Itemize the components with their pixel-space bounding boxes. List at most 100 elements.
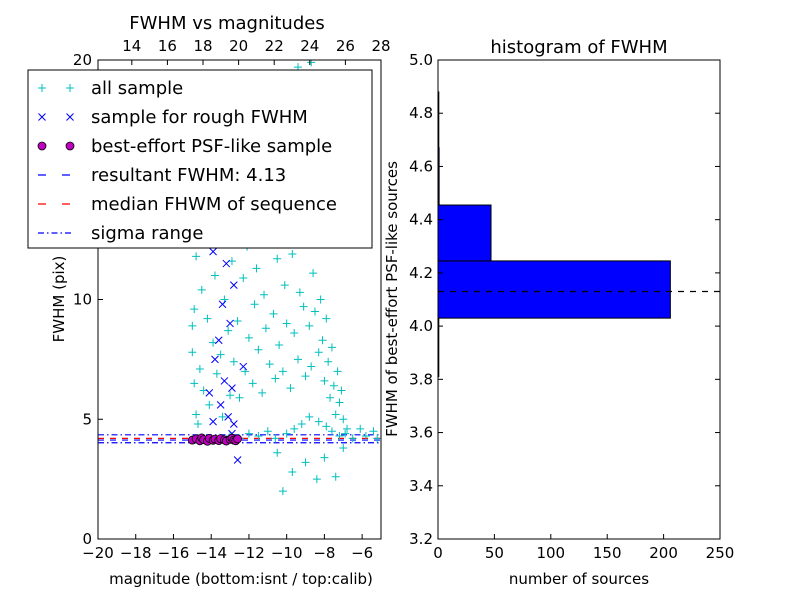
hist-x-tick-label: 0 xyxy=(433,544,443,562)
scatter-chart-title: FWHM vs magnitudes xyxy=(129,13,324,34)
all-sample-point xyxy=(193,420,202,429)
top-x-tick-label: 20 xyxy=(229,37,248,55)
all-sample-point xyxy=(331,472,340,481)
all-sample-point xyxy=(310,307,319,316)
histogram-chart: histogram of FWHM 0 50 100 150 200 250 3.2 3.4 3… xyxy=(383,37,734,588)
legend-marker xyxy=(37,141,47,151)
top-x-tick-label: 24 xyxy=(300,37,319,55)
psf-like-sample-point xyxy=(233,434,243,444)
all-sample-point xyxy=(299,302,308,311)
all-sample-point xyxy=(261,324,270,333)
all-sample-point xyxy=(316,295,325,304)
all-sample-point xyxy=(248,379,257,388)
rough-sample-point xyxy=(229,420,238,428)
all-sample-point xyxy=(322,314,331,323)
all-sample-point xyxy=(271,374,280,383)
all-sample-point xyxy=(286,384,295,393)
all-sample-point xyxy=(188,348,197,357)
all-sample-point xyxy=(327,427,336,436)
all-sample-point xyxy=(229,357,238,366)
all-sample-point xyxy=(280,281,289,290)
hist-x-tick-label: 250 xyxy=(706,544,735,562)
hist-y-tick-label: 3.2 xyxy=(409,530,433,548)
all-sample-point xyxy=(197,285,206,294)
scatter-x-axis-label: magnitude (bottom:isnt / top:calib) xyxy=(109,570,373,588)
all-sample-point xyxy=(327,343,336,352)
histogram-y-axis-label: FWHM of best-effort PSF-like sources xyxy=(383,161,401,437)
all-sample-point xyxy=(314,348,323,357)
all-sample-point xyxy=(244,429,253,438)
all-sample-point xyxy=(188,321,197,330)
rough-sample-point xyxy=(228,384,236,392)
legend-entry: resultant FWHM: 4.13 xyxy=(38,165,286,186)
all-sample-point xyxy=(244,333,253,342)
rough-sample-point xyxy=(229,281,238,289)
all-sample-point xyxy=(210,271,219,280)
legend-marker xyxy=(66,113,74,121)
legend-marker xyxy=(38,84,46,92)
hist-y-tick-label: 4.0 xyxy=(409,317,433,335)
all-sample-point xyxy=(254,432,263,441)
legend-entry: median FHWM of sequence xyxy=(38,194,337,215)
top-x-tick-label: 22 xyxy=(265,37,284,55)
histogram-axis-ticks: 0 50 100 150 200 250 3.2 3.4 3.6 3.8 4.0 4.2 4.4 4.6 4… xyxy=(409,51,734,562)
all-sample-point xyxy=(218,412,227,421)
all-sample-point xyxy=(339,443,348,452)
all-sample-point xyxy=(290,424,299,433)
y-tick-label: 5 xyxy=(82,410,92,428)
all-sample-point xyxy=(195,364,204,373)
all-sample-point xyxy=(322,422,331,431)
rough-sample-point xyxy=(218,300,227,309)
hist-y-tick-label: 5.0 xyxy=(409,51,433,69)
hist-y-tick-label: 3.6 xyxy=(409,424,433,442)
all-sample-point xyxy=(324,357,333,366)
legend-entry: sigma range xyxy=(38,223,203,244)
legend-label: sigma range xyxy=(91,223,203,244)
histogram-x-axis-label: number of sources xyxy=(509,570,649,588)
all-sample-point xyxy=(288,249,297,258)
histogram-axes-frame xyxy=(437,59,721,540)
all-sample-point xyxy=(260,290,269,299)
x-tick-label: −18 xyxy=(120,544,152,562)
rough-sample-point xyxy=(226,319,234,328)
all-sample-point xyxy=(301,458,310,467)
legend-marker xyxy=(38,113,46,121)
hist-x-tick-label: 50 xyxy=(485,544,504,562)
all-sample-point xyxy=(307,60,316,67)
top-x-tick-label: 16 xyxy=(158,37,177,55)
all-sample-point xyxy=(337,386,346,395)
top-x-tick-label: 26 xyxy=(336,37,355,55)
all-sample-point xyxy=(212,369,221,378)
histogram-chart-title: histogram of FWHM xyxy=(490,37,667,58)
all-sample-point xyxy=(320,453,329,462)
histogram-bar xyxy=(437,204,492,262)
all-sample-point xyxy=(335,398,344,407)
hist-x-tick-label: 100 xyxy=(536,544,565,562)
rough-sample-point xyxy=(239,362,248,371)
legend-frame xyxy=(27,69,373,249)
legend-entry: sample for rough FWHM xyxy=(38,107,308,128)
y-tick-label: 20 xyxy=(73,51,92,69)
all-sample-point xyxy=(314,417,323,426)
legend-marker xyxy=(65,141,75,151)
x-tick-label: −12 xyxy=(233,544,265,562)
y-tick-label: 10 xyxy=(73,291,92,309)
all-sample-point xyxy=(203,314,212,323)
scatter-y-axis-label: FWHM (pix) xyxy=(50,256,68,343)
rough-sample-point xyxy=(214,336,223,345)
all-sample-point xyxy=(305,321,314,330)
hist-y-tick-label: 4.8 xyxy=(409,104,433,122)
hist-y-tick-label: 4.2 xyxy=(409,264,433,282)
histogram-bar xyxy=(437,260,671,319)
legend-label: median FHWM of sequence xyxy=(91,194,337,215)
all-sample-point xyxy=(348,434,357,443)
all-sample-point xyxy=(239,273,248,282)
all-sample-point xyxy=(305,412,314,421)
all-sample-point xyxy=(282,429,291,438)
legend-label: sample for rough FWHM xyxy=(91,107,308,128)
all-sample-point xyxy=(373,434,381,443)
all-sample-point xyxy=(295,288,304,297)
x-tick-label: −6 xyxy=(351,544,373,562)
rough-sample-point xyxy=(205,389,214,397)
scatter-chart: FWHM vs magnitudes −20 −18 −16 −14 −12 −10 −8−… xyxy=(27,13,391,588)
